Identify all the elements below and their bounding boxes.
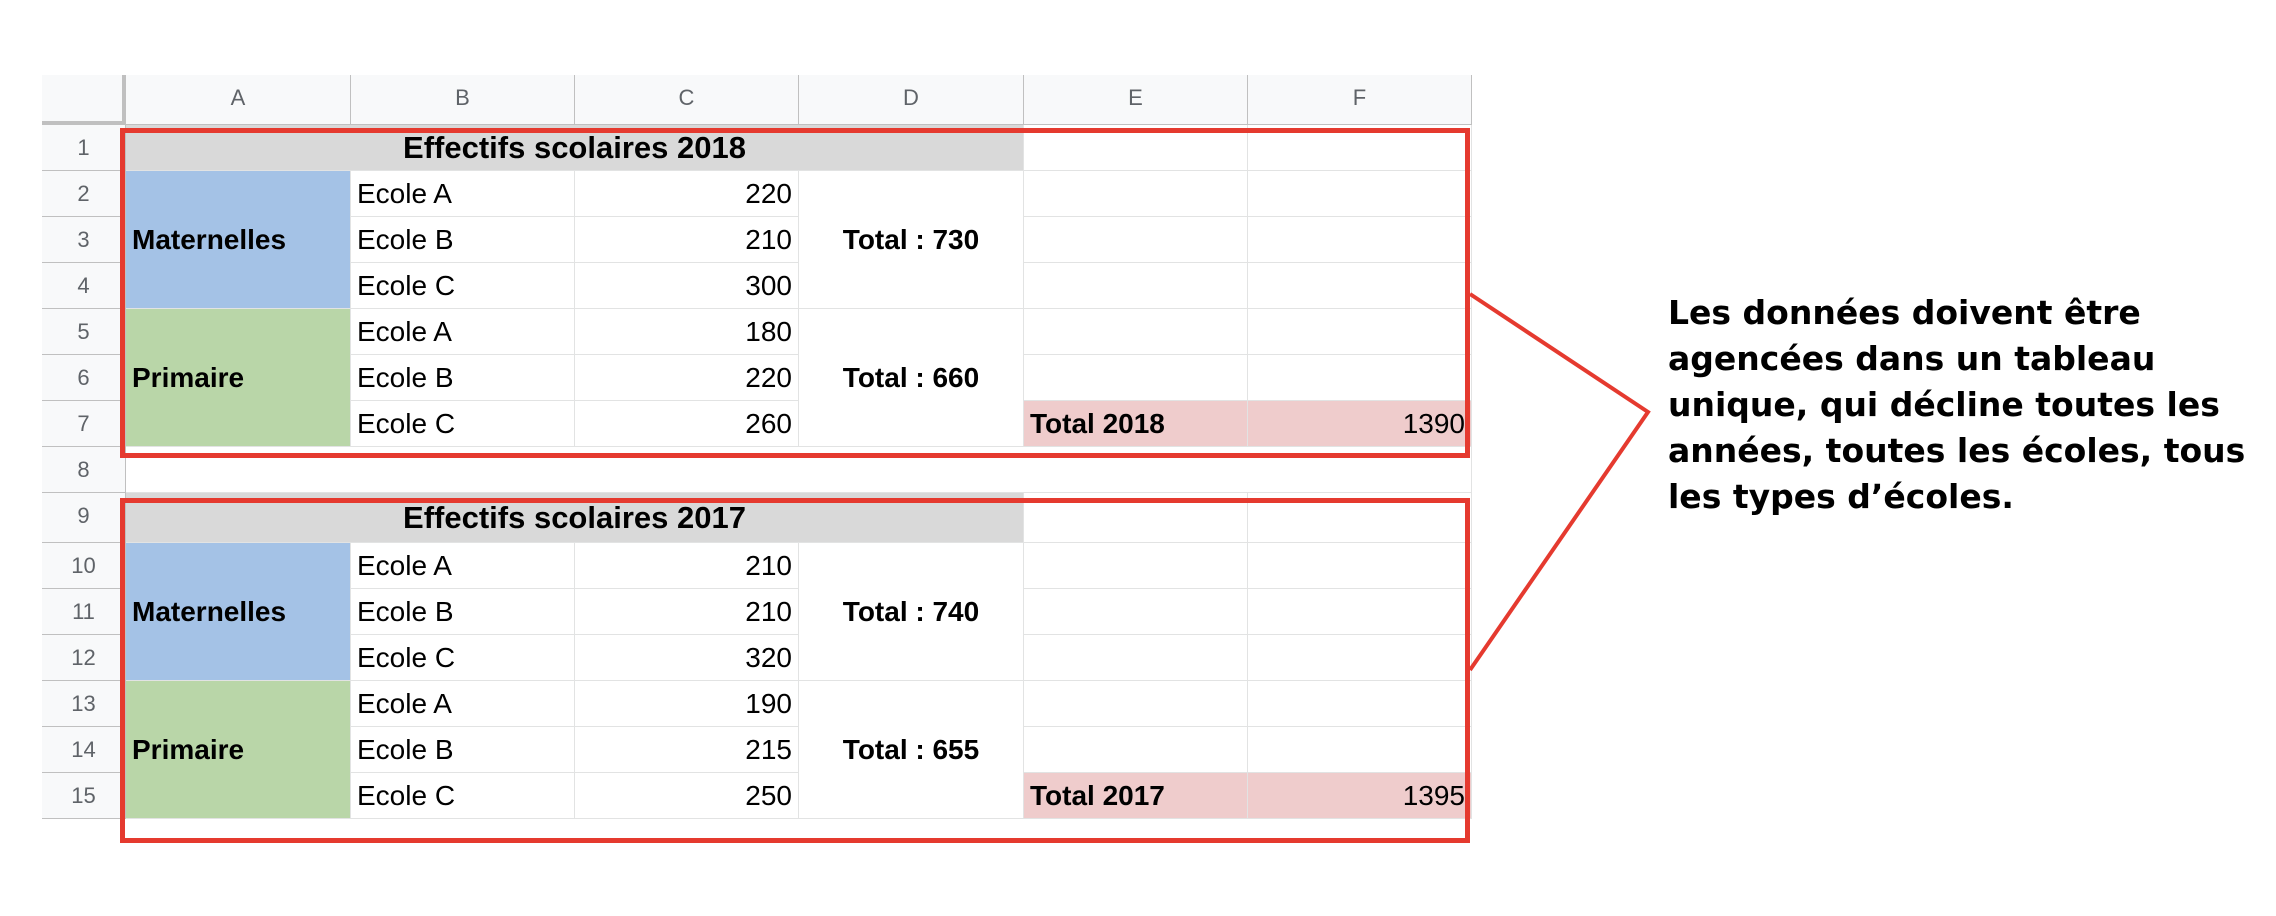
empty-cell[interactable] (1248, 727, 1472, 773)
row-header-8[interactable]: 8 (42, 447, 126, 493)
column-header-a[interactable]: A (126, 75, 351, 125)
school-cell[interactable]: Ecole A (351, 681, 575, 727)
cell-f9[interactable] (1248, 493, 1472, 543)
row-header-14[interactable]: 14 (42, 727, 126, 773)
column-header-b[interactable]: B (351, 75, 575, 125)
enrollment-cell[interactable]: 210 (575, 217, 799, 263)
enrollment-cell[interactable]: 260 (575, 401, 799, 447)
row-header-5[interactable]: 5 (42, 309, 126, 355)
row-header-7[interactable]: 7 (42, 401, 126, 447)
maternelles-2017-cell[interactable]: Maternelles (126, 543, 351, 681)
empty-cell[interactable] (1024, 727, 1248, 773)
enrollment-cell[interactable]: 300 (575, 263, 799, 309)
highlight-box-2018 (120, 128, 1470, 458)
row-header-2[interactable]: 2 (42, 171, 126, 217)
empty-cell[interactable] (1024, 681, 1248, 727)
row-header-10[interactable]: 10 (42, 543, 126, 589)
year-total-2017-label-cell[interactable]: Total 2017 (1024, 773, 1248, 819)
school-cell[interactable]: Ecole B (351, 727, 575, 773)
school-cell[interactable]: Ecole C (351, 401, 575, 447)
empty-cell[interactable] (1248, 681, 1472, 727)
highlight-box-2017 (120, 498, 1470, 843)
enrollment-cell[interactable]: 215 (575, 727, 799, 773)
enrollment-cell[interactable]: 190 (575, 681, 799, 727)
school-cell[interactable]: Ecole A (351, 543, 575, 589)
enrollment-cell[interactable]: 220 (575, 355, 799, 401)
maternelles-2018-cell[interactable]: Maternelles (126, 171, 351, 309)
school-cell[interactable]: Ecole B (351, 355, 575, 401)
year-total-2018-label-cell[interactable]: Total 2018 (1024, 401, 1248, 447)
cell-e1[interactable] (1024, 125, 1248, 171)
empty-cell[interactable] (1024, 355, 1248, 401)
empty-row-8[interactable] (126, 447, 1472, 493)
row-header-15[interactable]: 15 (42, 773, 126, 819)
school-cell[interactable]: Ecole B (351, 217, 575, 263)
enrollment-cell[interactable]: 210 (575, 543, 799, 589)
annotation-text: Les données doivent être agencées dans u… (1668, 293, 2246, 516)
empty-cell[interactable] (1248, 543, 1472, 589)
column-header-e[interactable]: E (1024, 75, 1248, 125)
school-cell[interactable]: Ecole C (351, 773, 575, 819)
empty-cell[interactable] (1248, 589, 1472, 635)
empty-cell[interactable] (1248, 355, 1472, 401)
empty-cell[interactable] (1248, 263, 1472, 309)
school-cell[interactable]: Ecole A (351, 171, 575, 217)
cell-f1[interactable] (1248, 125, 1472, 171)
primaire-2018-cell[interactable]: Primaire (126, 309, 351, 447)
primaire-2018-total-cell[interactable]: Total : 660 (799, 309, 1024, 447)
school-cell[interactable]: Ecole A (351, 309, 575, 355)
callout-line (1468, 292, 1651, 672)
empty-cell[interactable] (1024, 589, 1248, 635)
row-header-1[interactable]: 1 (42, 125, 126, 171)
empty-cell[interactable] (1024, 263, 1248, 309)
empty-cell[interactable] (1248, 309, 1472, 355)
column-header-c[interactable]: C (575, 75, 799, 125)
row-header-11[interactable]: 11 (42, 589, 126, 635)
school-cell[interactable]: Ecole C (351, 635, 575, 681)
primaire-2017-total-cell[interactable]: Total : 655 (799, 681, 1024, 819)
row-header-13[interactable]: 13 (42, 681, 126, 727)
year-total-2018-value-cell[interactable]: 1390 (1248, 401, 1472, 447)
empty-cell[interactable] (1024, 217, 1248, 263)
empty-cell[interactable] (1248, 217, 1472, 263)
school-cell[interactable]: Ecole B (351, 589, 575, 635)
enrollment-cell[interactable]: 210 (575, 589, 799, 635)
empty-cell[interactable] (1024, 543, 1248, 589)
empty-cell[interactable] (1024, 635, 1248, 681)
enrollment-cell[interactable]: 180 (575, 309, 799, 355)
row-header-3[interactable]: 3 (42, 217, 126, 263)
row-header-12[interactable]: 12 (42, 635, 126, 681)
primaire-2017-cell[interactable]: Primaire (126, 681, 351, 819)
empty-cell[interactable] (1024, 309, 1248, 355)
column-header-f[interactable]: F (1248, 75, 1472, 125)
maternelles-2018-total-cell[interactable]: Total : 730 (799, 171, 1024, 309)
row-header-4[interactable]: 4 (42, 263, 126, 309)
enrollment-cell[interactable]: 320 (575, 635, 799, 681)
empty-cell[interactable] (1248, 635, 1472, 681)
row-header-9[interactable]: 9 (42, 493, 126, 543)
enrollment-cell[interactable]: 250 (575, 773, 799, 819)
cell-e9[interactable] (1024, 493, 1248, 543)
empty-cell[interactable] (1024, 171, 1248, 217)
enrollment-cell[interactable]: 220 (575, 171, 799, 217)
year-total-2017-value-cell[interactable]: 1395 (1248, 773, 1472, 819)
maternelles-2017-total-cell[interactable]: Total : 740 (799, 543, 1024, 681)
row-header-6[interactable]: 6 (42, 355, 126, 401)
empty-cell[interactable] (1248, 171, 1472, 217)
school-cell[interactable]: Ecole C (351, 263, 575, 309)
select-all-corner[interactable] (42, 75, 126, 125)
column-header-d[interactable]: D (799, 75, 1024, 125)
